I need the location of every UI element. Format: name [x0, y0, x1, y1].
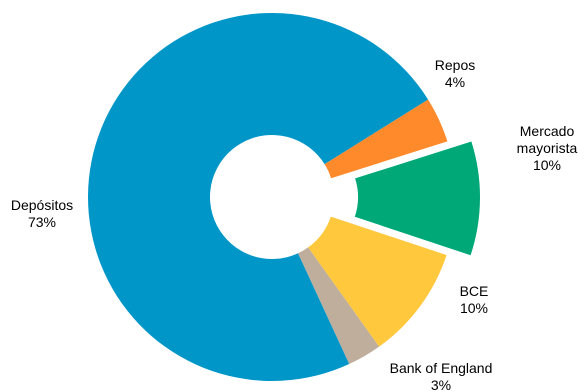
slice-dep-sitos: [88, 12, 429, 381]
slice-repos: [324, 99, 448, 179]
label-dep-sitos: Depósitos 73%: [11, 197, 73, 230]
slice-bank-of-england: [298, 247, 380, 365]
slice-mercado-mayorista: [354, 141, 480, 256]
label-repos: Repos 4%: [435, 57, 475, 90]
label-bank-of-england: Bank of England 3%: [390, 360, 493, 392]
donut-slices: [88, 12, 480, 381]
label-mercado-mayorista: Mercado mayorista 10%: [517, 123, 578, 173]
slice-bce: [308, 216, 447, 347]
label-bce: BCE 10%: [460, 283, 489, 316]
slice-labels: Repos 4% Mercado mayorista 10% BCE 10% Bank of …: [11, 57, 578, 392]
